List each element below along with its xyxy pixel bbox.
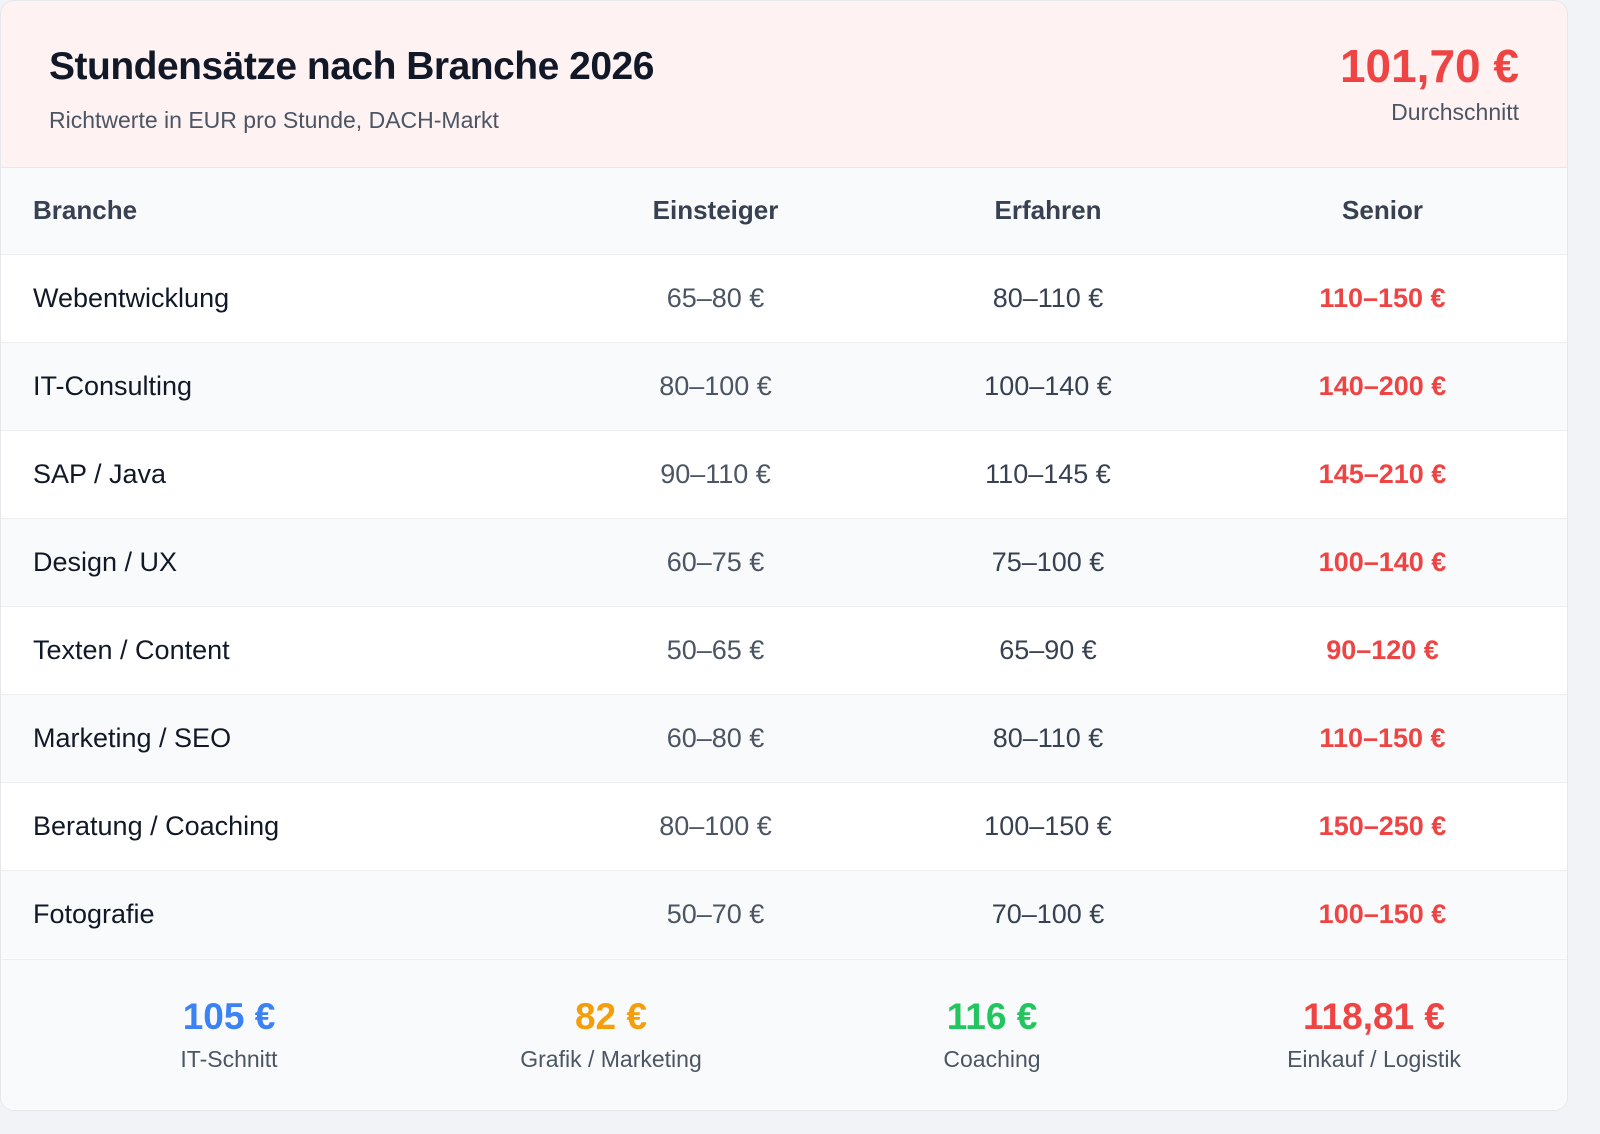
table-row: IT-Consulting 80–100 € 100–140 € 140–200… <box>1 342 1567 430</box>
cell-erfahren: 80–110 € <box>992 282 1104 313</box>
cell-einsteiger: 60–75 € <box>666 546 765 577</box>
stat-label: IT-Schnitt <box>180 1046 278 1072</box>
cell-erfahren: 65–90 € <box>999 634 1097 665</box>
table-row: Design / UX 60–75 € 75–100 € 100–140 € <box>1 518 1567 606</box>
cell-einsteiger: 80–100 € <box>659 810 772 841</box>
average-label: Durchschnitt <box>1391 99 1519 125</box>
stat-value: 105 € <box>182 996 276 1037</box>
cell-erfahren: 110–145 € <box>985 458 1111 489</box>
table-row: Webentwicklung 65–80 € 80–110 € 110–150 … <box>1 254 1567 342</box>
column-header-einsteiger: Einsteiger <box>652 195 779 226</box>
column-header-branche: Branche <box>33 195 138 226</box>
cell-senior: 100–140 € <box>1318 546 1447 577</box>
rates-table: Branche Einsteiger Erfahren Senior Weben… <box>1 168 1567 958</box>
rates-card: Stundensätze nach Branche 2026 Richtwert… <box>0 0 1568 1111</box>
cell-einsteiger: 60–80 € <box>666 722 765 753</box>
card-header: Stundensätze nach Branche 2026 Richtwert… <box>1 1 1567 168</box>
cell-branche: Beratung / Coaching <box>33 810 280 841</box>
cell-branche: Texten / Content <box>33 634 230 665</box>
page-subtitle: Richtwerte in EUR pro Stunde, DACH-Markt <box>49 107 499 133</box>
table-row: Beratung / Coaching 80–100 € 100–150 € 1… <box>1 782 1567 870</box>
table-row: Marketing / SEO 60–80 € 80–110 € 110–150… <box>1 694 1567 782</box>
column-header-erfahren: Erfahren <box>994 195 1102 226</box>
cell-branche: Fotografie <box>33 898 155 929</box>
cell-erfahren: 70–100 € <box>991 898 1105 929</box>
cell-branche: SAP / Java <box>33 458 167 489</box>
cell-branche: Design / UX <box>33 546 178 577</box>
table-row: SAP / Java 90–110 € 110–145 € 145–210 € <box>1 430 1567 518</box>
stat-value: 116 € <box>946 996 1038 1037</box>
cell-senior: 150–250 € <box>1318 810 1447 841</box>
cell-einsteiger: 80–100 € <box>659 370 772 401</box>
average-value: 101,70 € <box>1339 40 1519 92</box>
stat-einkauf-logistik: 118,81 € Einkauf / Logistik <box>1224 996 1524 1073</box>
stat-label: Grafik / Marketing <box>520 1046 702 1072</box>
table-row: Fotografie 50–70 € 70–100 € 100–150 € <box>1 870 1567 958</box>
cell-senior: 100–150 € <box>1318 898 1447 929</box>
page-title: Stundensätze nach Branche 2026 <box>49 45 654 88</box>
cell-branche: Marketing / SEO <box>33 722 232 753</box>
cell-senior: 90–120 € <box>1326 634 1439 665</box>
stat-grafik-marketing: 82 € Grafik / Marketing <box>461 996 761 1073</box>
cell-branche: IT-Consulting <box>33 370 193 401</box>
cell-erfahren: 75–100 € <box>991 546 1105 577</box>
cell-einsteiger: 90–110 € <box>660 458 771 489</box>
cell-senior: 140–200 € <box>1318 370 1447 401</box>
table-row: Texten / Content 50–65 € 65–90 € 90–120 … <box>1 606 1567 694</box>
cell-erfahren: 100–150 € <box>984 810 1112 841</box>
cell-senior: 145–210 € <box>1318 458 1447 489</box>
cell-erfahren: 100–140 € <box>984 370 1112 401</box>
stat-value: 82 € <box>574 996 647 1037</box>
cell-branche: Webentwicklung <box>33 282 230 313</box>
cell-einsteiger: 65–80 € <box>666 282 765 313</box>
cell-einsteiger: 50–70 € <box>666 898 765 929</box>
cell-senior: 110–150 € <box>1319 722 1446 753</box>
cell-erfahren: 80–110 € <box>992 722 1104 753</box>
cell-einsteiger: 50–65 € <box>666 634 765 665</box>
column-header-senior: Senior <box>1342 195 1423 226</box>
table-header-row: Branche Einsteiger Erfahren Senior <box>1 168 1567 254</box>
cell-senior: 110–150 € <box>1319 282 1446 313</box>
stat-label: Coaching <box>943 1046 1041 1072</box>
stat-label: Einkauf / Logistik <box>1287 1046 1461 1072</box>
summary-stats: 105 € IT-Schnitt 82 € Grafik / Marketing… <box>1 959 1567 1110</box>
stat-value: 118,81 € <box>1303 996 1445 1037</box>
stat-coaching: 116 € Coaching <box>842 996 1142 1073</box>
stat-it-schnitt: 105 € IT-Schnitt <box>79 996 379 1073</box>
